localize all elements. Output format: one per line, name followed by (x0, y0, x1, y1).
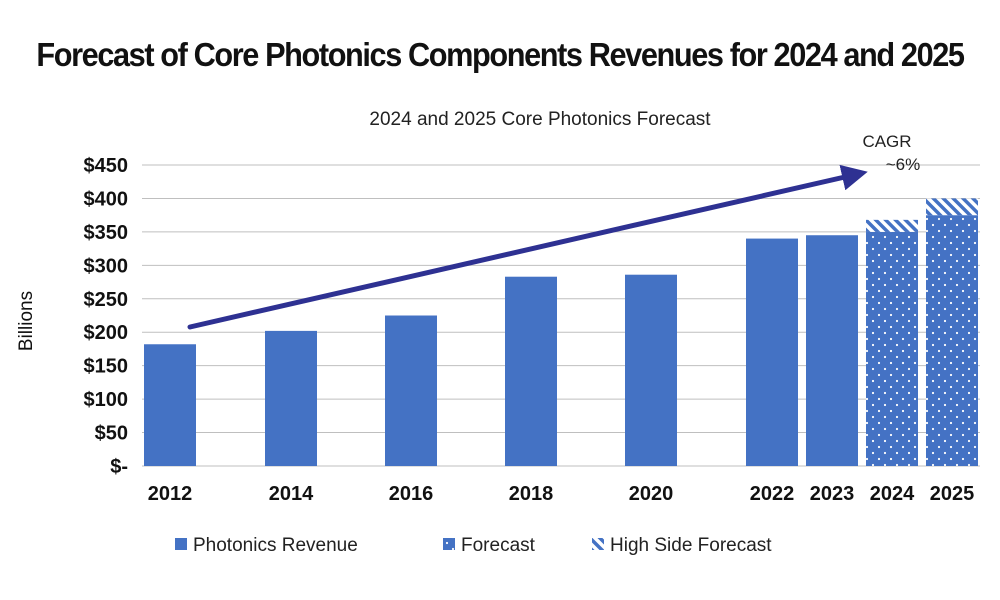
legend: Photonics Revenue Forecast High Side For… (175, 535, 772, 556)
y-tick-label: $300 (84, 255, 129, 277)
y-tick-label: $150 (84, 356, 129, 378)
chart-subtitle: 2024 and 2025 Core Photonics Forecast (369, 109, 711, 130)
x-axis-ticks: 2012 2014 2016 2018 2020 2022 2023 2024 2025 (148, 483, 975, 505)
y-axis-ticks: $- $50 $100 $150 $200 $250 $300 $350 $400 $450 (84, 155, 129, 478)
high-side-forecast-bar (866, 219, 918, 232)
y-tick-label: $250 (84, 289, 129, 311)
y-tick-label: $50 (95, 423, 128, 445)
bars (144, 198, 978, 466)
photonics-revenue-bar (144, 344, 196, 466)
forecast-bar (866, 231, 918, 466)
legend-label-photonics-revenue: Photonics Revenue (193, 535, 358, 556)
photonics-revenue-bar (806, 235, 858, 466)
photonics-revenue-bar (505, 276, 557, 466)
legend-swatch-photonics-revenue (175, 538, 187, 550)
cagr-trend-arrow (187, 164, 868, 330)
photonics-revenue-bar (746, 238, 798, 466)
x-tick-label: 2022 (750, 483, 795, 505)
y-tick-label: $450 (84, 155, 129, 177)
forecast-bar (926, 215, 978, 466)
x-tick-label: 2023 (810, 483, 855, 505)
y-tick-label: $100 (84, 389, 129, 411)
x-tick-label: 2018 (509, 483, 554, 505)
y-tick-label: $- (110, 456, 128, 478)
x-tick-label: 2020 (629, 483, 674, 505)
y-axis-label: Billions (16, 291, 37, 351)
legend-swatch-high-side-forecast (592, 538, 604, 550)
cagr-label: CAGR (862, 132, 911, 151)
y-tick-label: $350 (84, 222, 129, 244)
x-tick-label: 2012 (148, 483, 193, 505)
photonics-revenue-bar (265, 330, 317, 466)
x-tick-label: 2024 (870, 483, 915, 505)
y-tick-label: $400 (84, 188, 129, 210)
legend-swatch-forecast (443, 538, 455, 550)
x-tick-label: 2025 (930, 483, 975, 505)
high-side-forecast-bar (926, 198, 978, 216)
legend-label-forecast: Forecast (461, 535, 536, 556)
page-title: Forecast of Core Photonics Components Re… (36, 36, 965, 73)
photonics-revenue-bar (625, 274, 677, 466)
x-tick-label: 2014 (269, 483, 314, 505)
y-tick-label: $200 (84, 322, 129, 344)
photonics-revenue-bar (385, 315, 437, 466)
cagr-value: ~6% (886, 155, 921, 174)
legend-label-high-side-forecast: High Side Forecast (610, 535, 772, 556)
x-tick-label: 2016 (389, 483, 434, 505)
